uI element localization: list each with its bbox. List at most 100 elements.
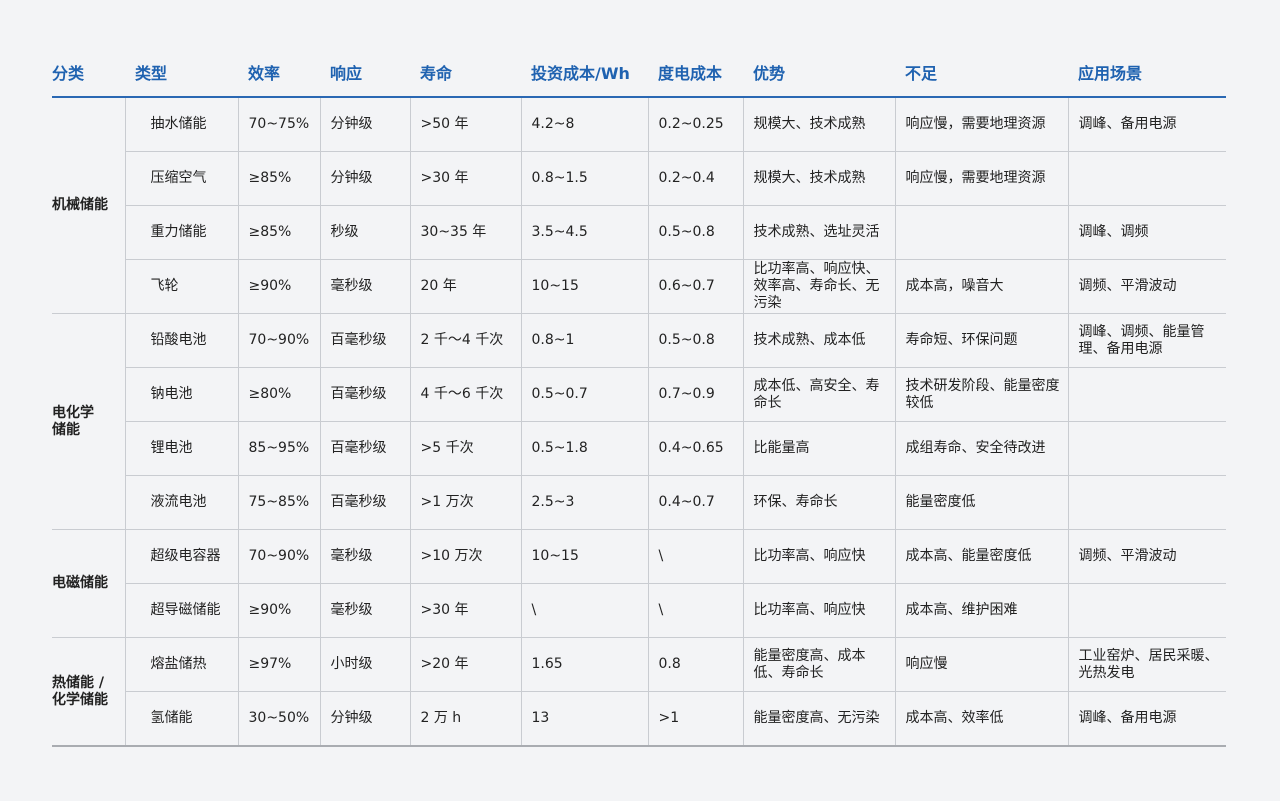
header-cell: 不足 [895,48,1068,98]
table-cell: ≥85% [237,205,321,260]
table-cell: 0.8~1 [520,313,649,368]
table-cell: 小时级 [319,637,411,692]
table-cell: 2.5~3 [520,475,649,530]
table-cell: 毫秒级 [319,529,411,584]
table-cell [1067,475,1226,530]
table-cell: 超导磁储能 [124,583,239,638]
table-cell: 调频、平滑波动 [1067,259,1226,314]
table-cell: 百毫秒级 [319,421,411,476]
table-cell: 比功率高、响应快 [742,529,896,584]
table-cell: \ [647,529,744,584]
table-cell: 飞轮 [124,259,239,314]
table-cell: 技术成熟、成本低 [742,313,896,368]
table-cell: 百毫秒级 [319,313,411,368]
table-cell: 能量密度高、无污染 [742,691,896,747]
table-cell: 0.4~0.7 [647,475,744,530]
table-cell [1067,367,1226,422]
table-row: 飞轮 ≥90% 毫秒级 20 年 10~15 0.6~0.7 比功率高、响应快、效率高、寿命… [52,259,1226,314]
table-cell: 规模大、技术成熟 [742,96,896,152]
table-row: 液流电池 75~85% 百毫秒级 >1 万次 2.5~3 0.4~0.7 环保、寿命长 能量密… [52,475,1226,530]
table-cell: 氢储能 [124,691,239,747]
table-cell: 4 千～6 千次 [409,367,522,422]
storage-table: 分类 类型 效率 响应 寿命 投资成本/Wh 度电成本 优势 不足 应用场景 机械储能 抽水储能 70… [52,48,1226,747]
table-cell: >50 年 [409,96,522,152]
table-cell: 调峰、备用电源 [1067,96,1226,152]
table-cell: 工业窑炉、居民采暖、光热发电 [1067,637,1226,692]
table-cell: 0.6~0.7 [647,259,744,314]
table-cell: 4.2~8 [520,96,649,152]
table-cell: 2 万 h [409,691,522,747]
table-cell: 20 年 [409,259,522,314]
table-cell: 调峰、调频、能量管理、备用电源 [1067,313,1226,368]
table-cell: 分钟级 [319,151,411,206]
table-cell: 调峰、调频 [1067,205,1226,260]
table-body: 机械储能 抽水储能 70~75% 分钟级 >50 年 4.2~8 0.2~0.25 规模大、技… [52,96,1226,747]
table-cell: 寿命短、环保问题 [894,313,1069,368]
table-cell: 钠电池 [124,367,239,422]
table-row: 热储能 / 化学储能 熔盐储热 ≥97% 小时级 >20 年 1.65 0.8 能量密度高、成… [52,637,1226,747]
header-cell: 效率 [238,48,320,98]
table-cell: 成本高、能量密度低 [894,529,1069,584]
table-cell [1067,421,1226,476]
table-cell: >10 万次 [409,529,522,584]
table-cell: 比功率高、响应快、效率高、寿命长、无污染 [742,259,896,314]
table-cell: 百毫秒级 [319,367,411,422]
table-cell: 85~95% [237,421,321,476]
table-cell: 毫秒级 [319,259,411,314]
table-cell: 液流电池 [124,475,239,530]
table-cell: 30~50% [237,691,321,747]
table-cell: 70~90% [237,529,321,584]
table-cell: >1 万次 [409,475,522,530]
table-cell: 0.8~1.5 [520,151,649,206]
header-cell: 度电成本 [648,48,743,98]
table-cell: 0.5~0.8 [647,313,744,368]
table-cell: 压缩空气 [124,151,239,206]
table-cell: 0.5~0.8 [647,205,744,260]
table-cell: \ [520,583,649,638]
table-cell: 毫秒级 [319,583,411,638]
table-cell: 能量密度高、成本低、寿命长 [742,637,896,692]
table-cell: 抽水储能 [124,96,239,152]
table-row: 电磁储能 超级电容器 70~90% 毫秒级 >10 万次 10~15 \ 比功率高、响应快 成本… [52,529,1226,638]
table-cell: 70~75% [237,96,321,152]
header-cell: 投资成本/Wh [521,48,648,98]
header-cell: 优势 [743,48,895,98]
table-cell: 1.65 [520,637,649,692]
table-cell: >1 [647,691,744,747]
table-cell: 70~90% [237,313,321,368]
table-cell: 比功率高、响应快 [742,583,896,638]
table-row: 超导磁储能 ≥90% 毫秒级 >30 年 \ \ 比功率高、响应快 成本高、维护困难 [52,583,1226,638]
table-cell: 能量密度低 [894,475,1069,530]
table-cell [1067,583,1226,638]
table-cell: >5 千次 [409,421,522,476]
table-cell: 30~35 年 [409,205,522,260]
table-row: 重力储能 ≥85% 秒级 30~35 年 3.5~4.5 0.5~0.8 技术成熟、选址灵活… [52,205,1226,260]
table-cell: 10~15 [520,529,649,584]
table-cell: 0.2~0.25 [647,96,744,152]
table-cell: 响应慢，需要地理资源 [894,96,1069,152]
table-cell: 10~15 [520,259,649,314]
table-row: 锂电池 85~95% 百毫秒级 >5 千次 0.5~1.8 0.4~0.65 比能量高 成组寿… [52,421,1226,476]
table-cell: 分钟级 [319,96,411,152]
group-label: 热储能 / 化学储能 [52,637,126,747]
table-cell: 0.5~0.7 [520,367,649,422]
table-cell: ≥85% [237,151,321,206]
table-cell: 熔盐储热 [124,637,239,692]
table-cell: 75~85% [237,475,321,530]
table-cell: >30 年 [409,151,522,206]
header-cell: 寿命 [410,48,521,98]
table-cell: 3.5~4.5 [520,205,649,260]
table-cell: 响应慢 [894,637,1069,692]
table-cell: 0.5~1.8 [520,421,649,476]
table-cell: >30 年 [409,583,522,638]
table-wrap: 分类 类型 效率 响应 寿命 投资成本/Wh 度电成本 优势 不足 应用场景 机械储能 抽水储能 70… [52,48,1226,747]
table-cell: ≥80% [237,367,321,422]
table-cell: 调峰、备用电源 [1067,691,1226,747]
table-cell: 0.4~0.65 [647,421,744,476]
table-cell: 成本高，噪音大 [894,259,1069,314]
table-cell: 秒级 [319,205,411,260]
table-cell: 成本高、维护困难 [894,583,1069,638]
header-row: 分类 类型 效率 响应 寿命 投资成本/Wh 度电成本 优势 不足 应用场景 [52,48,1226,98]
table-row: 机械储能 抽水储能 70~75% 分钟级 >50 年 4.2~8 0.2~0.25 规模大、技… [52,96,1226,314]
group-label: 电磁储能 [52,529,126,638]
